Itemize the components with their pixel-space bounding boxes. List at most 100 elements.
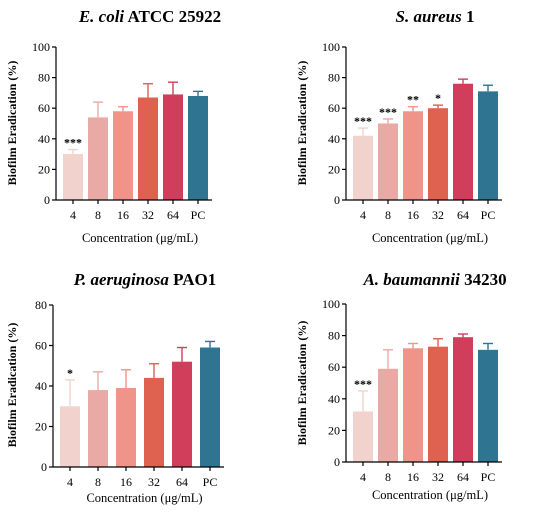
chart-abaumannii: A. baumannii 34230 Biofilm Eradication (%… — [290, 262, 550, 512]
chart-title-species: P. aeruginosa — [73, 270, 170, 289]
bar-64 — [453, 83, 473, 200]
x-tick-label: PC — [481, 208, 496, 222]
x-tick-label: 8 — [385, 208, 391, 222]
y-tick-label: 80 — [328, 329, 340, 343]
y-tick-label: 0 — [44, 193, 50, 207]
y-tick-label: 0 — [334, 193, 340, 207]
chart-paeruginosa: P. aeruginosa PAO1 Biofilm Eradication (%… — [0, 262, 280, 512]
x-axis-label: Concentration (μg/mL) — [82, 231, 198, 245]
y-tick-label: 80 — [328, 71, 340, 85]
x-tick-label: 16 — [407, 208, 419, 222]
x-axis-label: Concentration (μg/mL) — [372, 231, 488, 245]
x-tick-label: PC — [191, 208, 206, 222]
x-tick-label: 64 — [457, 470, 469, 484]
bar-4 — [353, 135, 373, 200]
y-tick-label: 60 — [38, 101, 50, 115]
chart-svg-abaumannii: A. baumannii 34230 Biofilm Eradication (%… — [295, 270, 507, 502]
y-axis-label: Biofilm Eradication (%) — [5, 61, 19, 186]
bar-4 — [60, 406, 80, 467]
bar-32 — [428, 346, 448, 462]
y-tick-label: 20 — [328, 423, 340, 437]
bar-16 — [403, 348, 423, 462]
chart-title-species: E. coli — [78, 7, 125, 26]
bar-32 — [138, 97, 158, 200]
x-tick-label: 8 — [95, 208, 101, 222]
bar-PC — [188, 95, 208, 200]
y-tick-label: 40 — [328, 132, 340, 146]
x-axis-label: Concentration (μg/mL) — [372, 488, 488, 502]
bar-PC — [478, 91, 498, 200]
x-tick-label: 8 — [385, 470, 391, 484]
x-tick-label: 64 — [167, 208, 179, 222]
y-tick-label: 80 — [35, 298, 47, 312]
x-tick-label: 32 — [148, 475, 160, 489]
bar-8 — [378, 123, 398, 200]
chart-title-strain: PAO1 — [169, 270, 216, 289]
y-tick-label: 20 — [328, 162, 340, 176]
bar-64 — [172, 361, 192, 467]
y-tick-label: 20 — [38, 162, 50, 176]
bar-8 — [88, 117, 108, 200]
bar-8 — [88, 390, 108, 467]
chart-svg-ecoli: E. coli ATCC 25922 Biofilm Eradication (%… — [5, 7, 221, 245]
y-axis-label: Biofilm Eradication (%) — [5, 323, 19, 448]
y-tick-label: 0 — [41, 460, 47, 474]
x-tick-label: 32 — [432, 470, 444, 484]
y-tick-label: 100 — [322, 297, 340, 311]
bar-16 — [113, 111, 133, 200]
chart-title-strain: 1 — [462, 7, 475, 26]
significance-label: * — [435, 91, 441, 105]
bar-64 — [163, 94, 183, 200]
chart-ecoli: E. coli ATCC 25922 Biofilm Eradication (%… — [0, 0, 260, 250]
chart-title-strain: 34230 — [460, 270, 507, 289]
x-tick-label: 8 — [95, 475, 101, 489]
chart-title: S. aureus 1 — [396, 7, 475, 26]
y-tick-label: 100 — [32, 40, 50, 54]
x-tick-label: 4 — [360, 470, 366, 484]
y-axis-label: Biofilm Eradication (%) — [295, 61, 309, 186]
chart-saureus: S. aureus 1 Biofilm Eradication (%) 0 20 40 6… — [290, 0, 550, 250]
significance-label: *** — [379, 105, 397, 119]
x-tick-label: 16 — [120, 475, 132, 489]
x-tick-label: 64 — [176, 475, 188, 489]
bar-64 — [453, 337, 473, 462]
bar-PC — [200, 347, 220, 467]
x-tick-label: 64 — [457, 208, 469, 222]
y-tick-label: 80 — [38, 71, 50, 85]
y-tick-label: 40 — [35, 379, 47, 393]
x-axis-label: Concentration (μg/mL) — [86, 491, 202, 505]
y-tick-label: 60 — [328, 360, 340, 374]
bar-16 — [116, 388, 136, 467]
chart-title: P. aeruginosa PAO1 — [73, 270, 216, 289]
significance-label: ** — [407, 93, 419, 107]
x-tick-label: PC — [481, 470, 496, 484]
y-tick-label: 40 — [38, 132, 50, 146]
y-tick-label: 60 — [35, 339, 47, 353]
bar-PC — [478, 349, 498, 462]
chart-svg-paeruginosa: P. aeruginosa PAO1 Biofilm Eradication (%… — [5, 270, 224, 505]
chart-title-species: A. baumannii — [362, 270, 460, 289]
y-axis-label: Biofilm Eradication (%) — [295, 321, 309, 446]
y-tick-label: 20 — [35, 420, 47, 434]
x-tick-label: 32 — [142, 208, 154, 222]
chart-title: E. coli ATCC 25922 — [78, 7, 221, 26]
bar-16 — [403, 111, 423, 200]
x-tick-label: 16 — [407, 470, 419, 484]
y-tick-label: 40 — [328, 392, 340, 406]
bar-32 — [144, 377, 164, 467]
y-tick-label: 0 — [334, 455, 340, 469]
chart-title: A. baumannii 34230 — [362, 270, 506, 289]
chart-title-species: S. aureus — [396, 7, 463, 26]
significance-label: * — [67, 366, 73, 380]
x-tick-label: 4 — [70, 208, 76, 222]
x-tick-label: 16 — [117, 208, 129, 222]
bar-8 — [378, 368, 398, 462]
y-tick-label: 100 — [322, 40, 340, 54]
chart-svg-saureus: S. aureus 1 Biofilm Eradication (%) 0 20 40 6… — [295, 7, 502, 245]
bar-32 — [428, 108, 448, 200]
significance-label: *** — [354, 114, 372, 128]
x-tick-label: 32 — [432, 208, 444, 222]
chart-title-strain: ATCC 25922 — [124, 7, 221, 26]
x-tick-label: 4 — [67, 475, 73, 489]
y-tick-label: 60 — [328, 101, 340, 115]
